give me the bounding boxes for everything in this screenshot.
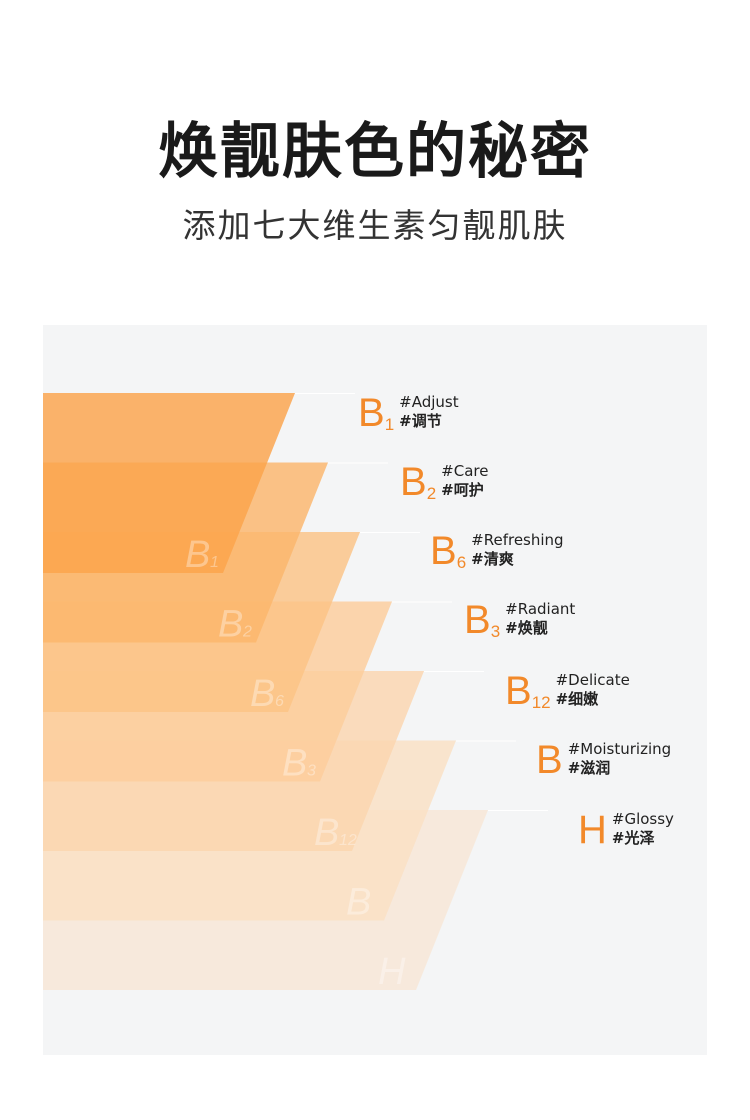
vitamin-label-b: B #Moisturizing #滋润 xyxy=(536,738,671,782)
vitamin-band xyxy=(43,393,295,573)
vitamin-subscript: 2 xyxy=(426,484,437,503)
vitamin-letter: B xyxy=(536,738,563,782)
vitamin-tag-en: #Radiant xyxy=(505,600,576,618)
vitamin-tag-zh: #焕靓 xyxy=(505,619,548,637)
vitamin-tag-zh: #调节 xyxy=(399,412,442,430)
vitamin-tag-zh: #光泽 xyxy=(611,829,655,847)
vitamin-tag-zh: #滋润 xyxy=(567,759,611,777)
vitamin-subscript: 12 xyxy=(531,693,551,712)
vitamin-label-b2: B 2 #Care #呵护 xyxy=(400,460,488,504)
band-watermark-subscript: 6 xyxy=(275,693,284,710)
vitamin-label-b12: B 12 #Delicate #细嫩 xyxy=(505,669,630,713)
vitamin-letter: B xyxy=(430,529,457,573)
band-watermark-subscript: 2 xyxy=(242,624,252,641)
vitamin-letter: B xyxy=(505,669,532,713)
band-watermark-letter: B xyxy=(314,812,339,854)
vitamin-tag-zh: #呵护 xyxy=(441,481,484,499)
vitamin-tag-en: #Care xyxy=(441,462,489,480)
vitamin-label-b3: B 3 #Radiant #焕靓 xyxy=(464,598,575,642)
band-watermark-letter: H xyxy=(378,951,406,993)
band-watermark-letter: B xyxy=(282,743,307,785)
vitamin-panel: B 1 B 2 B 6 B 3 B 12 B H B 1 #Adjust #调节 B 2 #Care … xyxy=(43,325,707,1055)
vitamin-tag-en: #Delicate xyxy=(555,671,630,689)
vitamin-subscript: 6 xyxy=(456,553,467,572)
vitamin-label-b1: B 1 #Adjust #调节 xyxy=(358,391,459,435)
vitamin-tag-en: #Adjust xyxy=(399,393,459,411)
vitamin-tag-en: #Refreshing xyxy=(471,531,564,549)
band-watermark-letter: B xyxy=(250,673,275,715)
vitamin-letter: B xyxy=(464,598,491,642)
vitamin-tag-en: #Glossy xyxy=(611,810,674,828)
vitamin-subscript: 3 xyxy=(490,622,501,641)
band-watermark-letter: B xyxy=(218,604,243,646)
page-title: 焕靓肤色的秘密 xyxy=(158,117,592,187)
vitamin-subscript: 1 xyxy=(384,415,395,434)
vitamin-label-h: H #Glossy #光泽 xyxy=(578,808,674,852)
band-watermark-subscript: 3 xyxy=(307,763,316,780)
vitamin-tag-en: #Moisturizing xyxy=(567,740,672,758)
vitamin-letter: B xyxy=(358,391,385,435)
vitamin-tag-zh: #清爽 xyxy=(471,550,514,568)
vitamin-letter: B xyxy=(400,460,427,504)
vitamin-tag-zh: #细嫩 xyxy=(555,690,599,708)
band-watermark-letter: B xyxy=(185,534,210,576)
vitamin-label-b6: B 6 #Refreshing #清爽 xyxy=(430,529,564,573)
page-subtitle: 添加七大维生素匀靓肌肤 xyxy=(182,206,568,245)
band-watermark-subscript: 1 xyxy=(210,554,219,571)
band-watermark-letter: B xyxy=(346,882,371,924)
band-watermark-subscript: 12 xyxy=(339,832,357,849)
vitamin-letter: H xyxy=(578,808,607,852)
